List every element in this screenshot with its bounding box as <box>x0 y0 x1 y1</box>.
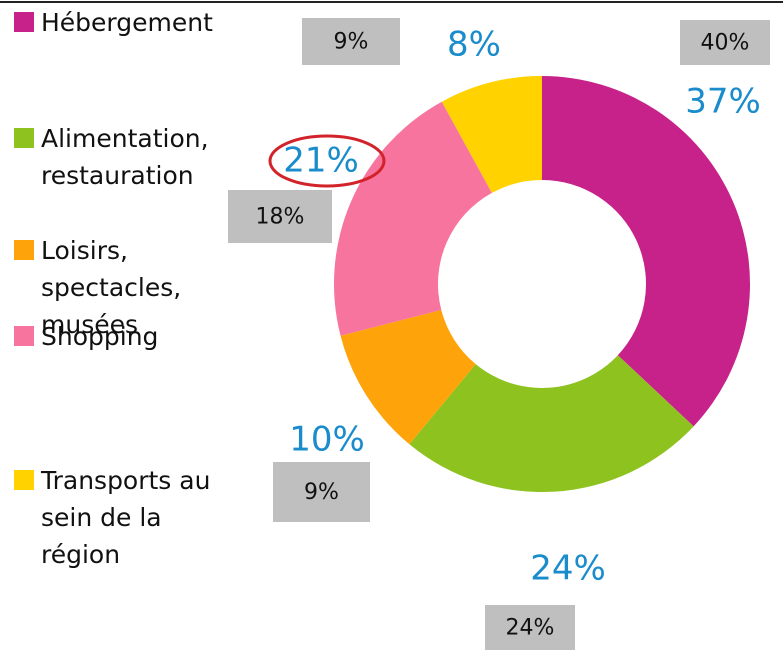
value-label: 24% <box>530 549 606 589</box>
comparison-label: 18% <box>256 205 305 230</box>
legend-label: Alimentation, restauration <box>41 124 209 190</box>
legend-item: Loisirs, spectacles, musées <box>14 232 229 343</box>
legend-swatch <box>14 12 34 32</box>
legend-swatch <box>14 326 34 346</box>
legend-label: Transports au sein de la région <box>41 466 211 569</box>
legend-swatch <box>14 240 34 260</box>
legend-item: Shopping <box>14 318 229 355</box>
donut-slice <box>542 76 751 427</box>
donut-slice <box>441 76 542 193</box>
legend-item: Transports au sein de la région <box>14 462 229 573</box>
value-label: 21% <box>283 141 359 181</box>
comparison-box <box>302 18 400 65</box>
comparison-box <box>273 462 370 522</box>
donut-slice <box>340 309 476 445</box>
legend-item: Hébergement <box>14 4 229 41</box>
value-label: 37% <box>685 82 761 122</box>
legend-swatch <box>14 470 34 490</box>
comparison-label: 9% <box>334 30 369 55</box>
comparison-label: 24% <box>506 616 555 641</box>
legend-label: Loisirs, spectacles, musées <box>41 236 182 339</box>
comparison-box <box>485 605 575 650</box>
value-label: 8% <box>447 25 501 65</box>
legend-swatch <box>14 128 34 148</box>
value-label: 10% <box>289 420 365 460</box>
donut-slice <box>333 101 492 336</box>
donut-slice <box>409 355 694 492</box>
legend-item: Alimentation, restauration <box>14 120 229 194</box>
comparison-box <box>228 190 332 243</box>
comparison-label: 40% <box>701 31 750 56</box>
comparison-box <box>680 20 770 65</box>
highlight-circle <box>268 134 386 188</box>
legend-label: Shopping <box>41 322 159 351</box>
comparison-label: 9% <box>304 480 339 505</box>
legend-label: Hébergement <box>41 8 213 37</box>
